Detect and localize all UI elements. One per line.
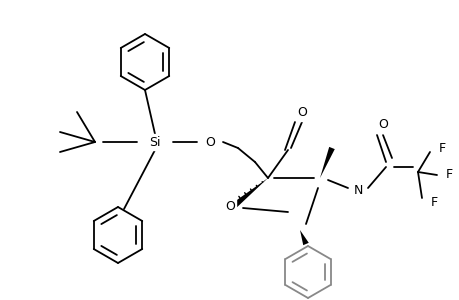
Text: Si: Si	[149, 136, 160, 148]
Text: F: F	[444, 169, 452, 182]
Text: O: O	[377, 118, 387, 131]
Text: F: F	[430, 196, 437, 208]
Text: F: F	[437, 142, 445, 154]
Polygon shape	[319, 147, 334, 178]
Text: O: O	[224, 200, 235, 212]
Polygon shape	[233, 178, 268, 207]
Text: O: O	[205, 136, 214, 148]
Polygon shape	[299, 230, 308, 245]
Text: N: N	[353, 184, 362, 196]
Text: O: O	[297, 106, 306, 119]
